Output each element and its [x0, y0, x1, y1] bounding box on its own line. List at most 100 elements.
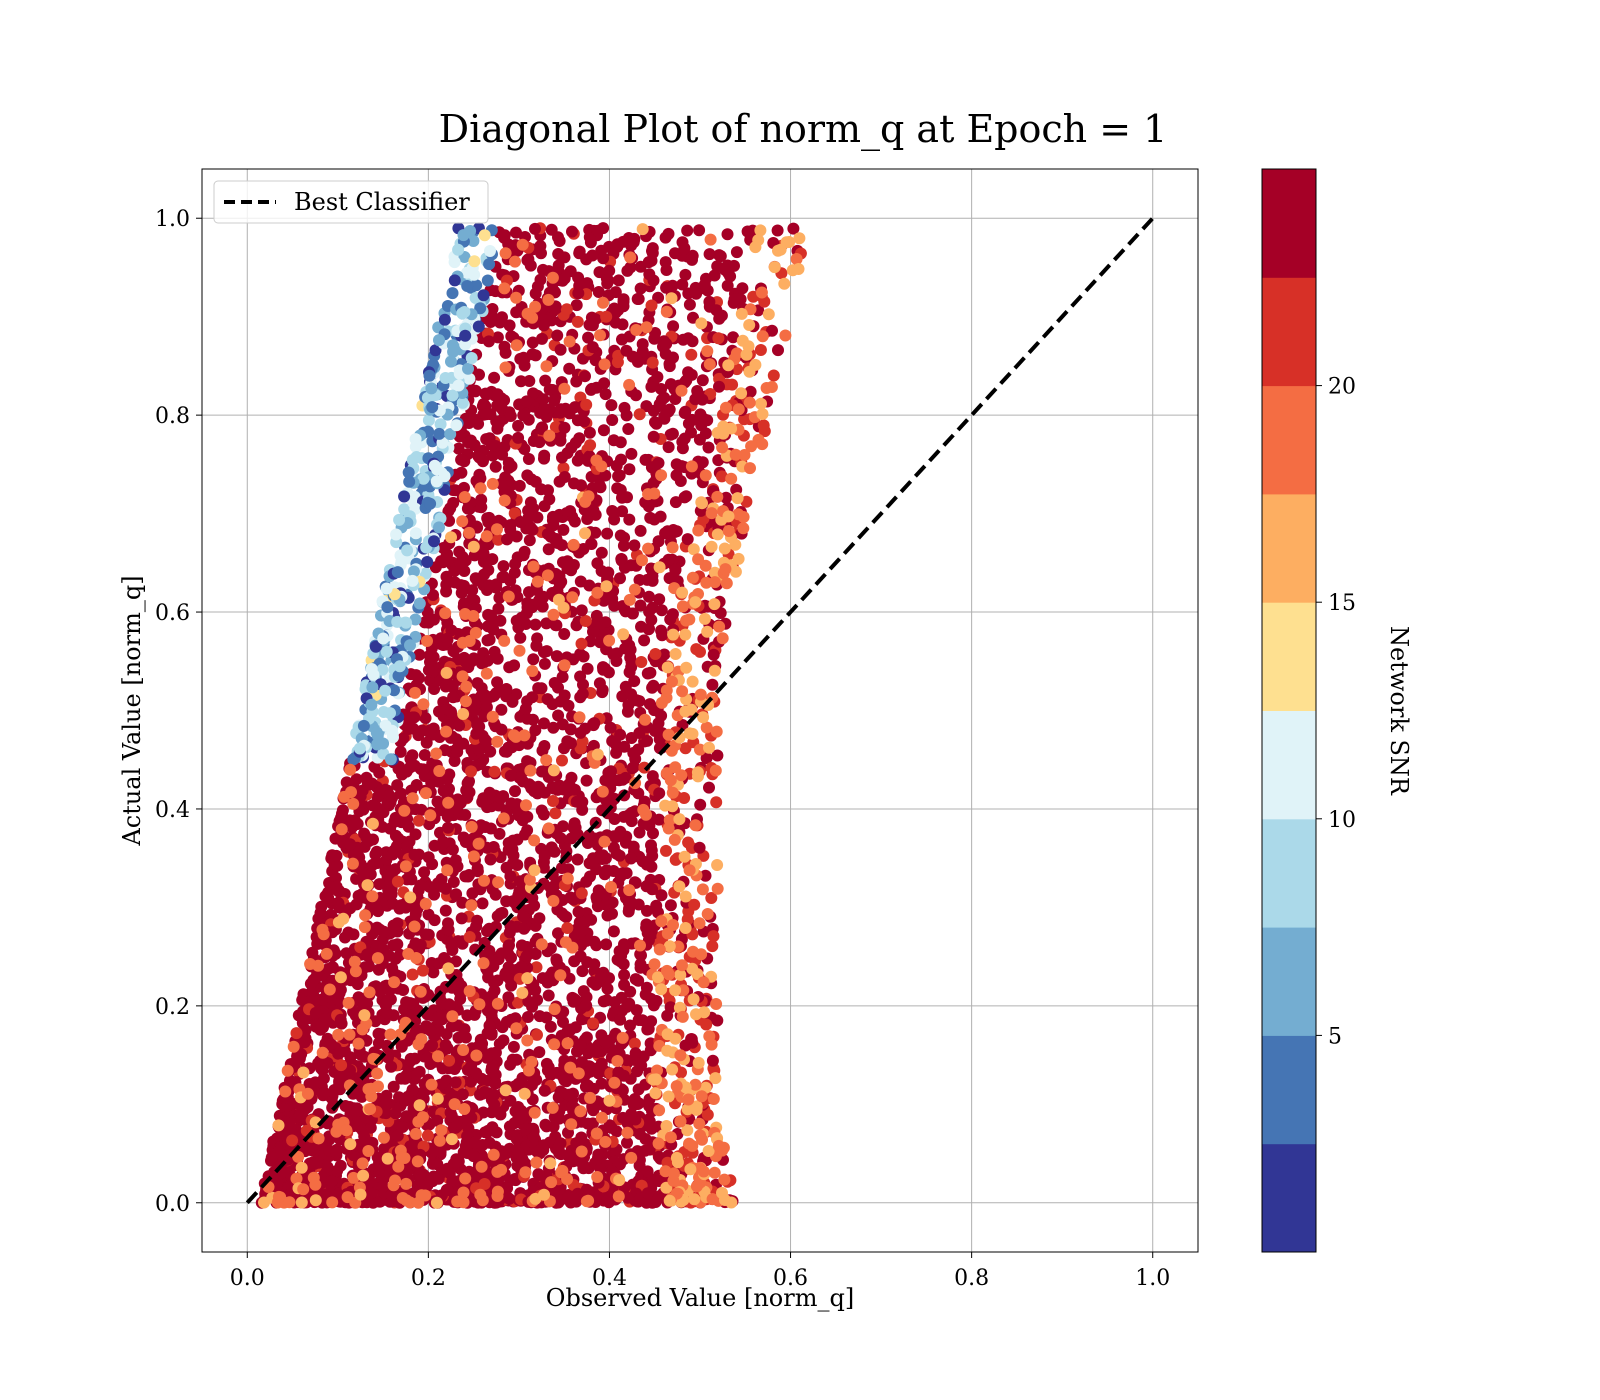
scatter-point [475, 1160, 488, 1173]
scatter-point [321, 1161, 334, 1173]
scatter-point [563, 778, 576, 790]
scatter-point [743, 319, 756, 331]
scatter-point [680, 374, 693, 387]
scatter-point [706, 678, 719, 691]
scatter-point [565, 441, 578, 454]
scatter-point [564, 505, 577, 518]
scatter-point [645, 839, 657, 852]
scatter-point [468, 268, 481, 281]
scatter-point [574, 648, 587, 661]
scatter-point [703, 741, 715, 754]
scatter-point [687, 993, 700, 1006]
scatter-point [484, 245, 496, 257]
scatter-point [682, 1093, 695, 1106]
scatter-point [325, 1175, 338, 1188]
scatter-point [440, 725, 453, 738]
scatter-point [386, 962, 399, 975]
scatter-point [754, 344, 767, 356]
scatter-point [513, 885, 526, 898]
scatter-point [483, 786, 496, 799]
scatter-point [683, 298, 696, 311]
scatter-point [400, 1177, 413, 1190]
scatter-point [647, 1073, 660, 1086]
scatter-point [354, 1188, 367, 1201]
scatter-point [571, 454, 584, 467]
scatter-point [472, 368, 485, 381]
scatter-point [409, 433, 422, 446]
scatter-point [644, 666, 657, 679]
scatter-point [400, 1194, 413, 1207]
scatter-point [448, 755, 461, 767]
scatter-point [457, 1044, 470, 1056]
scatter-point [350, 898, 363, 911]
scatter-point [564, 1023, 577, 1036]
scatter-point [652, 457, 665, 469]
scatter-point [492, 533, 505, 546]
scatter-point [445, 1020, 458, 1033]
scatter-point [400, 1110, 413, 1123]
scatter-point [455, 586, 468, 599]
scatter-point [527, 387, 540, 400]
scatter-point [441, 810, 454, 823]
scatter-point [520, 1122, 533, 1135]
scatter-point [493, 1037, 506, 1050]
scatter-point [422, 851, 435, 864]
scatter-point [631, 293, 644, 305]
scatter-point [494, 907, 507, 920]
scatter-point [558, 909, 571, 922]
scatter-point [504, 870, 517, 883]
scatter-point [636, 338, 649, 351]
scatter-point [643, 590, 655, 603]
scatter-point [523, 534, 536, 547]
scatter-point [579, 527, 591, 540]
scatter-point [504, 410, 517, 422]
scatter-point [707, 1093, 720, 1105]
scatter-point [630, 324, 643, 336]
scatter-point [441, 864, 454, 877]
scatter-point [361, 879, 374, 892]
scatter-point [703, 248, 716, 261]
scatter-point [471, 719, 484, 731]
scatter-point [721, 279, 734, 292]
scatter-point [679, 922, 692, 934]
scatter-point [491, 389, 504, 402]
scatter-point [630, 1004, 643, 1017]
scatter-point [449, 1076, 462, 1089]
scatter-point [456, 670, 469, 683]
scatter-point [627, 747, 640, 759]
scatter-point [597, 252, 610, 265]
scatter-point [459, 870, 472, 883]
scatter-point [644, 511, 657, 524]
scatter-point [660, 1120, 673, 1132]
scatter-point [510, 339, 523, 352]
scatter-point [561, 1191, 574, 1204]
scatter-point [463, 526, 476, 539]
scatter-point [569, 993, 582, 1006]
scatter-point [433, 1134, 446, 1147]
scatter-point [653, 561, 666, 574]
scatter-point [533, 1046, 546, 1059]
scatter-point [543, 383, 556, 396]
scatter-point [445, 939, 458, 952]
scatter-point [641, 734, 654, 747]
scatter-point [454, 993, 467, 1005]
scatter-point [505, 797, 518, 810]
scatter-point [704, 233, 717, 246]
scatter-point [707, 930, 720, 943]
scatter-point [570, 375, 583, 388]
scatter-point [585, 537, 598, 550]
scatter-point [340, 776, 353, 789]
scatter-point [624, 1019, 636, 1032]
scatter-point [552, 248, 565, 260]
scatter-point [643, 1115, 656, 1128]
scatter-point [545, 1176, 558, 1189]
scatter-point [547, 721, 560, 734]
scatter-point [653, 813, 665, 826]
scatter-point [445, 1133, 458, 1146]
scatter-point [498, 440, 511, 453]
scatter-point [679, 628, 692, 641]
scatter-point [492, 602, 505, 615]
scatter-point [634, 939, 646, 952]
scatter-point [435, 1078, 448, 1091]
scatter-point [407, 722, 420, 735]
